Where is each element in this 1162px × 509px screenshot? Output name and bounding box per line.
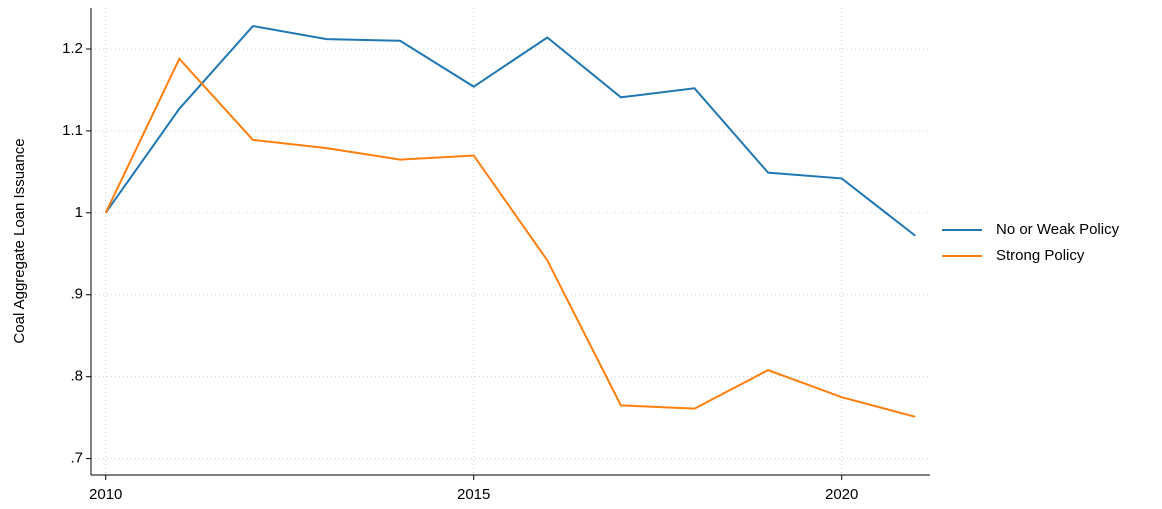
legend-label: No or Weak Policy bbox=[996, 221, 1120, 238]
legend-label: Strong Policy bbox=[996, 247, 1085, 264]
y-axis-label: Coal Aggregate Loan Issuance bbox=[11, 138, 28, 343]
y-tick-label: .8 bbox=[70, 368, 83, 385]
y-tick-label: .9 bbox=[70, 286, 83, 303]
x-tick-label: 2020 bbox=[825, 486, 858, 503]
y-tick-label: 1.2 bbox=[62, 40, 83, 57]
series-line bbox=[104, 57, 916, 418]
x-tick-label: 2015 bbox=[457, 486, 490, 503]
y-tick-label: .7 bbox=[70, 450, 83, 467]
y-tick-label: 1 bbox=[75, 204, 83, 221]
y-tick-label: 1.1 bbox=[62, 122, 83, 139]
x-tick-label: 2010 bbox=[89, 486, 122, 503]
series-line bbox=[104, 24, 916, 237]
